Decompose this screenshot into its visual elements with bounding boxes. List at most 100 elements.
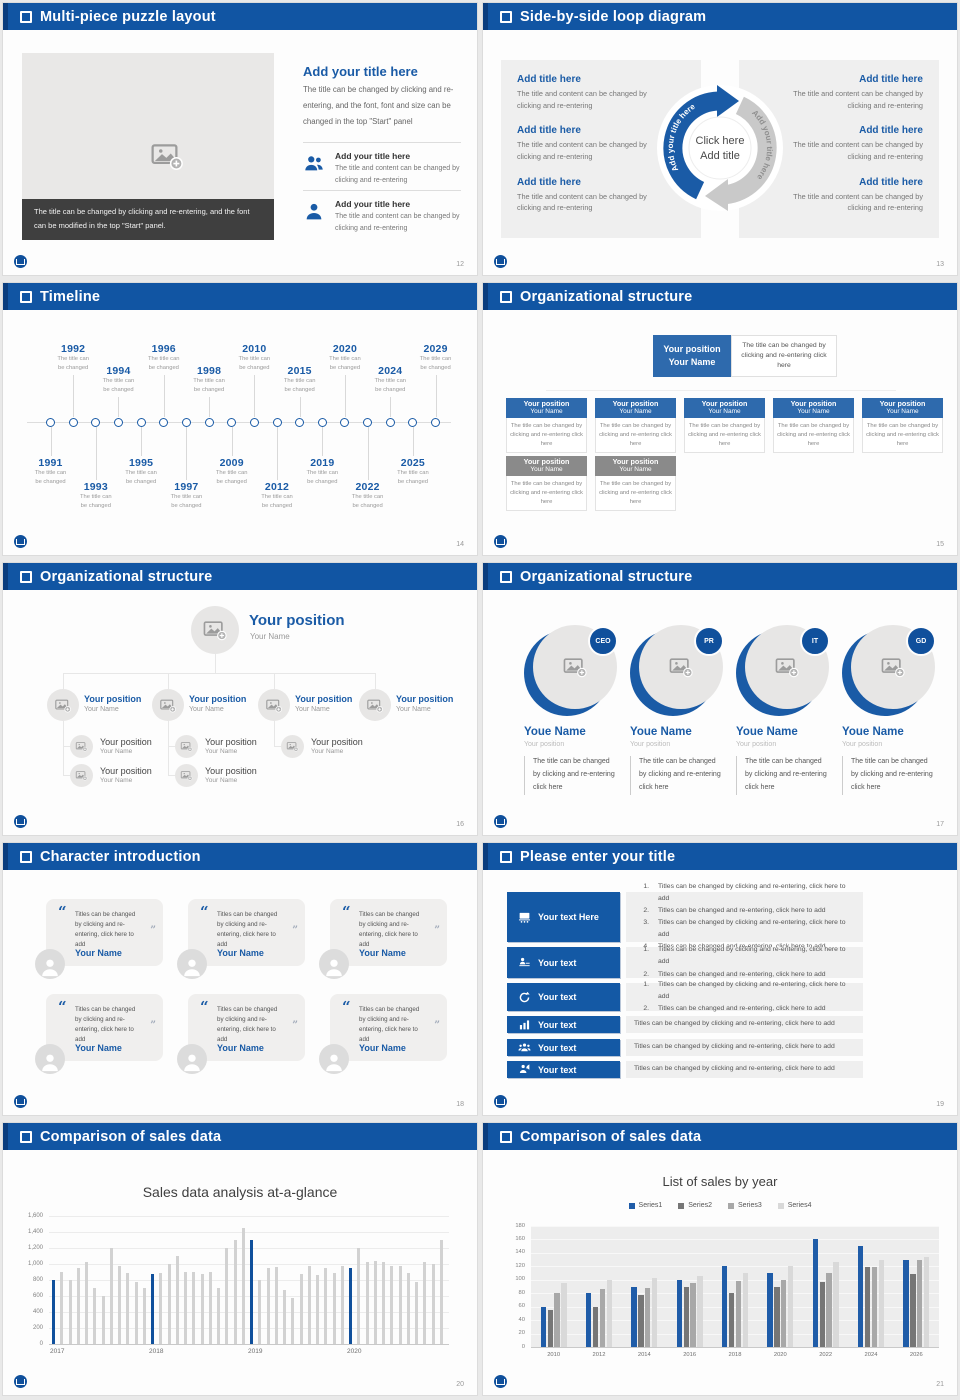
team-member-card: IT Youe Name Your position The title can be… [736,598,836,795]
y-axis-label: 60 [518,1303,525,1310]
quote-card: “ Titles can be changed by clicking and r… [46,899,163,966]
org-card-header: Your position Your Name [595,456,676,476]
panel-line: 4. Titles can be changed and re-entering,… [634,941,855,953]
chart-bar [722,1266,728,1347]
legend-item: Series2 [678,1202,712,1209]
timeline-item: 1996 The title can be changed [140,343,188,373]
text-panel: Titles can be changed by clicking and re… [626,1061,863,1078]
slide-title: Comparison of sales data [40,1128,222,1145]
x-axis-label: 2018 [728,1352,742,1358]
grid-line [49,1216,449,1217]
slide-15-organizational-structure[interactable]: Organizational structure Your position Y… [483,283,957,555]
subnode-name: Your Name [100,748,133,755]
org-connector [63,673,64,689]
chart-bar [917,1260,923,1347]
slide-title-bar: Comparison of sales data [483,1123,957,1150]
slide-title: Side-by-side loop diagram [520,8,707,25]
button-label: Your text [538,1042,577,1053]
member-photo-graphic: PR [630,625,725,717]
item-title: Add your title here [335,151,411,161]
timeline-canvas: 1991 The title can be changed 1992 The title… [3,310,477,555]
org-connector [168,721,169,775]
chart-bar [373,1260,377,1344]
timeline-item: 2010 The title can be changed [230,343,278,373]
quote-card: “ Titles can be changed by clicking and r… [188,994,305,1061]
org-subnode-photo [70,764,93,787]
timeline-stem [73,375,75,417]
image-add-icon [562,656,588,678]
page-number: 13 [936,261,944,268]
chart-bar [878,1260,884,1347]
slide-21-comparison-of-sales-data[interactable]: Comparison of sales data List of sales b… [483,1123,957,1395]
timeline-year: 2029 [423,343,448,355]
timeline-caption: be changed [35,478,66,485]
open-quote-icon: “ [200,903,209,921]
org-connector [274,673,275,689]
brand-logo-icon [14,1095,27,1108]
org-connector [63,775,70,776]
team-members-canvas: CEO Youe Name Your position The title can b… [483,590,957,835]
category-button: Your text [507,1039,620,1056]
timeline-item: 2019 The title can be changed [298,457,346,487]
slide-18-character-introduction[interactable]: Character introduction “ Titles can be ch… [3,843,477,1115]
brand-logo-icon [494,1375,507,1388]
y-axis-label: 80 [518,1289,525,1296]
chart-bar [159,1272,163,1344]
legend-item: Series3 [728,1202,762,1209]
avatar [319,949,349,979]
button-label: Your text Here [538,912,599,922]
page-number: 12 [456,261,464,268]
square-bullet-icon [20,10,32,23]
slide-title-bar: Organizational structure [483,563,957,590]
line-number: 1. [643,980,649,988]
line-number: 3. [643,919,649,926]
org-root-photo [191,606,239,654]
card-name: Your Name [619,408,652,416]
chart-bar [175,1256,179,1344]
brand-logo-icon [14,535,27,548]
role-badge: GD [906,626,936,656]
chart-bar [645,1287,651,1347]
chart-bar [134,1281,138,1344]
grid-line [49,1312,449,1313]
slide-13-side-by-side-loop-diagram[interactable]: Side-by-side loop diagram Add title here… [483,3,957,275]
subnode-position: Your position [100,737,152,747]
page-number: 19 [936,1101,944,1108]
person-icon [39,1050,61,1072]
avatar [177,949,207,979]
line-text: Titles can be changed by clicking and re… [634,1043,835,1051]
slide-14-timeline[interactable]: Timeline 1991 The title can be changed 1992… [3,283,477,555]
timeline-caption: The title can [215,470,248,476]
timeline-caption: The title can [147,356,180,362]
panel-line: 1. Titles can be changed by clicking and … [634,979,855,1003]
chart-bar [85,1262,89,1344]
slide-19-please-enter-your-title[interactable]: Please enter your title Your text Here 1.… [483,843,957,1115]
timeline-caption: be changed [57,364,89,371]
timeline-caption: The title can [193,378,225,384]
slide-title: Please enter your title [520,848,676,865]
image-add-icon [75,770,88,781]
grid-line [531,1306,939,1308]
org-card-header: Your position Your Name [595,398,676,418]
timeline-node [113,417,123,427]
timeline-caption: be changed [148,364,179,371]
member-photo-graphic: CEO [524,625,619,717]
quote-text: Titles can be changed by clicking and re… [359,1006,420,1043]
image-add-icon [75,741,88,752]
timeline-year: 1992 [61,343,86,355]
grid-line [531,1333,939,1335]
slide-17-organizational-structure[interactable]: Organizational structure CEO Youe Name You… [483,563,957,835]
loop-diagram: Add your title here Add your title here … [635,63,805,233]
slide-12-multi-piece-puzzle-layout[interactable]: Multi-piece puzzle layout The title can … [3,3,477,275]
org-card: Your position Your Name The title can be c… [773,398,854,453]
timeline-stem [435,375,437,417]
grid-line [531,1279,939,1281]
subnode-position: Your position [205,737,257,747]
org-card-body: The title can be changed by clicking and… [595,418,676,453]
timeline-stem [118,397,120,417]
slide-16-organizational-structure[interactable]: Organizational structure Your position Yo… [3,563,477,835]
team-member-card: CEO Youe Name Your position The title can b… [524,598,624,795]
slide-20-comparison-of-sales-data[interactable]: Comparison of sales data Sales data anal… [3,1123,477,1395]
section-heading: Add your title here [303,64,418,79]
chart-bar [101,1296,105,1344]
